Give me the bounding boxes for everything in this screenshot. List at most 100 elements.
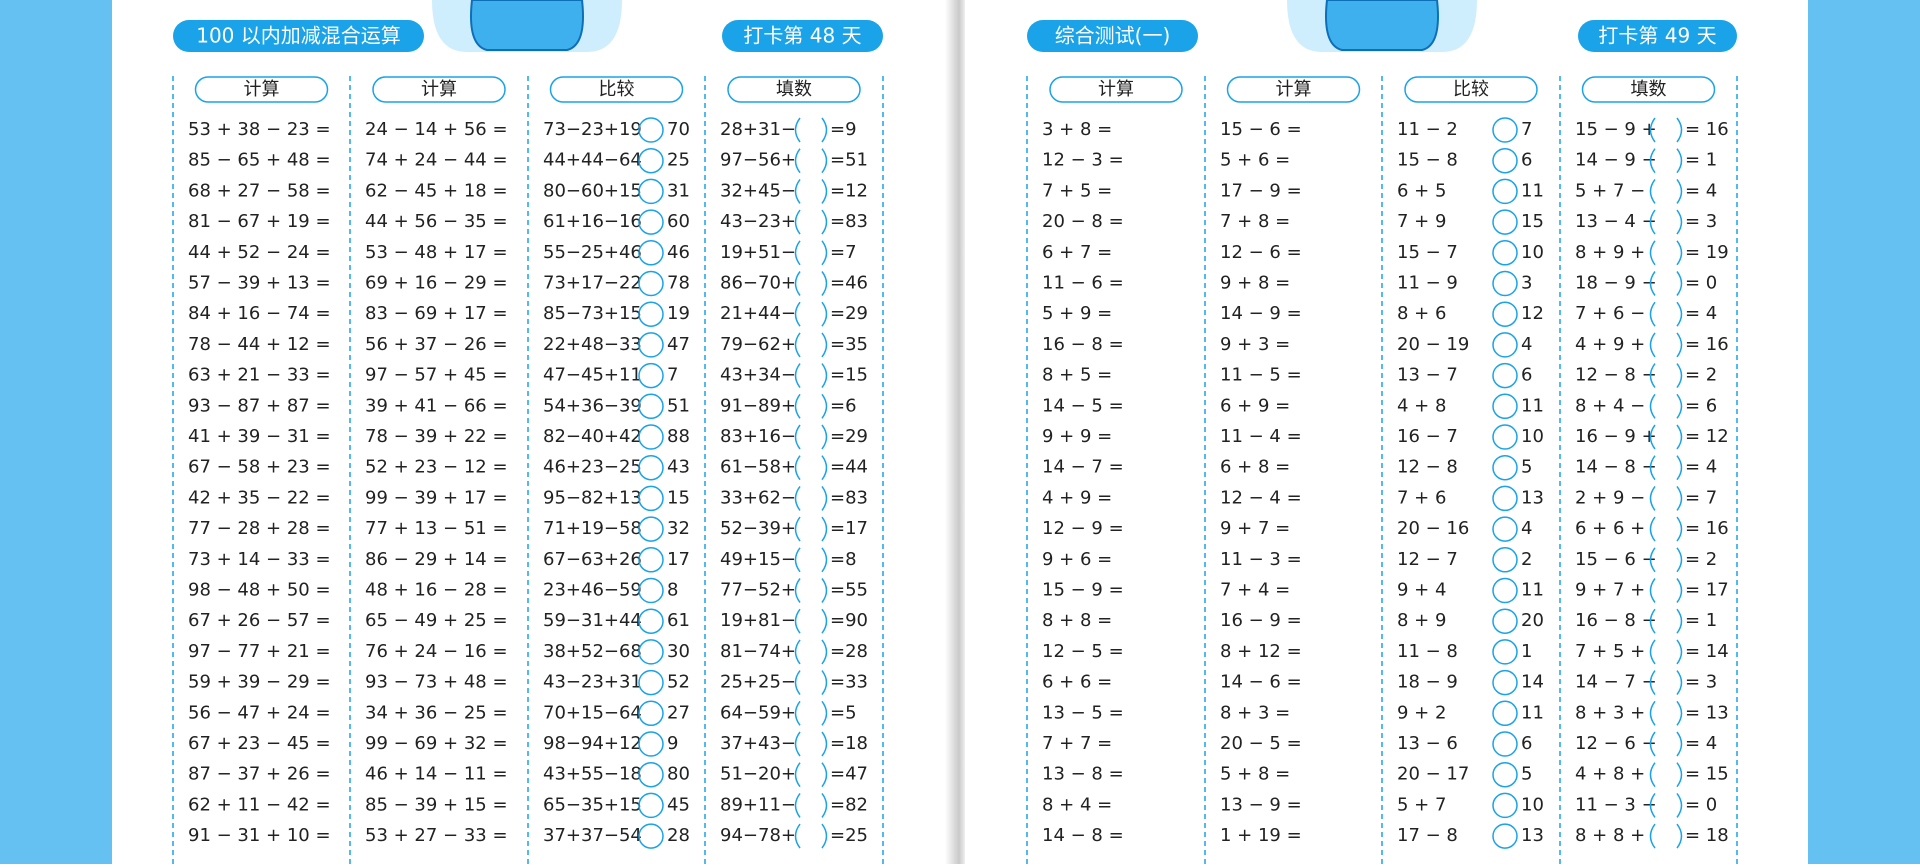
problem: 11 − 6 = bbox=[1042, 273, 1124, 294]
column-heading: 填数 bbox=[1631, 79, 1667, 100]
compare-right: 32 bbox=[667, 518, 690, 539]
column-heading-pill bbox=[1404, 76, 1538, 103]
column-heading: 计算 bbox=[1098, 79, 1134, 100]
fill-right: =29 bbox=[830, 426, 868, 447]
compare-right: 13 bbox=[1521, 825, 1544, 846]
answer-circle bbox=[638, 516, 664, 542]
problem: 6 + 6 = bbox=[1042, 672, 1112, 693]
paren bbox=[794, 792, 801, 818]
answer-circle bbox=[638, 731, 664, 757]
compare-left: 6 + 5 bbox=[1397, 180, 1446, 201]
compare-left: 11 − 2 bbox=[1397, 119, 1458, 140]
answer-circle bbox=[1492, 454, 1518, 481]
fill-left: 16 − 8 − bbox=[1575, 610, 1657, 631]
compare-right: 10 bbox=[1521, 426, 1544, 447]
answer-circle bbox=[638, 669, 664, 696]
answer-circle bbox=[1492, 117, 1518, 143]
header-pill bbox=[173, 20, 424, 52]
fill-left: 51−20+ bbox=[720, 764, 796, 785]
fill-right: =51 bbox=[830, 150, 868, 171]
problem: 8 + 8 = bbox=[1042, 610, 1112, 631]
fill-right: = 12 bbox=[1685, 426, 1729, 447]
paren bbox=[1649, 731, 1656, 757]
answer-circle bbox=[638, 209, 664, 235]
problem: 9 + 9 = bbox=[1042, 426, 1112, 447]
paren bbox=[794, 639, 801, 665]
compare-right: 2 bbox=[1521, 549, 1532, 570]
problem: 83 − 69 + 17 = bbox=[365, 303, 508, 324]
answer-circle bbox=[1492, 792, 1518, 819]
compare-right: 5 bbox=[1521, 764, 1532, 785]
fill-left: 15 − 9 + bbox=[1575, 119, 1657, 140]
paren bbox=[1649, 393, 1656, 419]
problem: 56 + 37 − 26 = bbox=[365, 334, 508, 355]
fill-left: 61−58+ bbox=[720, 457, 796, 478]
paren bbox=[1676, 485, 1683, 511]
header-pill bbox=[722, 20, 883, 52]
paren bbox=[794, 301, 801, 327]
fill-right: =25 bbox=[830, 825, 868, 846]
compare-left: 38+52−68 bbox=[543, 641, 642, 662]
compare-right: 6 bbox=[1521, 365, 1532, 386]
fill-left: 64−59+ bbox=[720, 702, 796, 723]
problem: 67 − 58 + 23 = bbox=[188, 457, 331, 478]
paren bbox=[821, 670, 828, 696]
paren bbox=[1676, 363, 1683, 389]
paren bbox=[1676, 178, 1683, 204]
column-heading: 计算 bbox=[1276, 79, 1312, 100]
paren bbox=[821, 209, 828, 235]
fill-right: = 4 bbox=[1685, 733, 1717, 754]
fill-left: 5 + 7 − bbox=[1575, 180, 1645, 201]
fill-right: = 6 bbox=[1685, 395, 1717, 416]
fill-right: = 4 bbox=[1685, 303, 1717, 324]
problem: 13 − 9 = bbox=[1220, 794, 1302, 815]
answer-circle bbox=[638, 700, 664, 727]
problem: 12 − 9 = bbox=[1042, 518, 1124, 539]
problem: 53 − 48 + 17 = bbox=[365, 242, 508, 263]
fill-left: 12 − 8 − bbox=[1575, 365, 1657, 386]
problem: 16 − 9 = bbox=[1220, 610, 1302, 631]
problem: 5 + 6 = bbox=[1220, 150, 1290, 171]
problem: 65 − 49 + 25 = bbox=[365, 610, 508, 631]
paren bbox=[1649, 547, 1656, 573]
paren bbox=[1676, 792, 1683, 818]
compare-left: 61+16−16 bbox=[543, 211, 642, 232]
paren bbox=[1676, 608, 1683, 634]
paren bbox=[821, 516, 828, 542]
paren bbox=[1676, 762, 1683, 788]
compare-right: 12 bbox=[1521, 303, 1544, 324]
problem: 46 + 14 − 11 = bbox=[365, 764, 508, 785]
problem: 53 + 38 − 23 = bbox=[188, 119, 331, 140]
paren bbox=[1649, 792, 1656, 818]
paren bbox=[1676, 301, 1683, 327]
header-pill bbox=[1578, 20, 1737, 52]
answer-circle bbox=[1492, 761, 1518, 788]
problem: 97 − 77 + 21 = bbox=[188, 641, 331, 662]
fill-left: 25+25− bbox=[720, 672, 796, 693]
fill-left: 9 + 7 + bbox=[1575, 580, 1645, 601]
fill-right: =55 bbox=[830, 580, 868, 601]
answer-circle bbox=[1492, 393, 1518, 420]
problem: 9 + 8 = bbox=[1220, 273, 1290, 294]
fill-left: 15 − 6 − bbox=[1575, 549, 1657, 570]
compare-right: 78 bbox=[667, 273, 690, 294]
answer-circle bbox=[1492, 700, 1518, 727]
compare-left: 8 + 6 bbox=[1397, 303, 1446, 324]
paren bbox=[1676, 393, 1683, 419]
paren bbox=[1649, 823, 1656, 849]
fill-left: 37+43− bbox=[720, 733, 796, 754]
problem: 11 − 5 = bbox=[1220, 365, 1302, 386]
header-title: 综合测试(一) bbox=[1055, 24, 1171, 48]
problem: 93 − 87 + 87 = bbox=[188, 395, 331, 416]
fill-left: 11 − 3 − bbox=[1575, 794, 1657, 815]
answer-circle bbox=[638, 761, 664, 788]
paren bbox=[794, 271, 801, 296]
problem: 85 − 39 + 15 = bbox=[365, 794, 508, 815]
compare-right: 1 bbox=[1521, 641, 1532, 662]
compare-left: 4 + 8 bbox=[1397, 395, 1446, 416]
compare-right: 27 bbox=[667, 702, 690, 723]
compare-left: 12 − 8 bbox=[1397, 457, 1458, 478]
problem: 6 + 8 = bbox=[1220, 457, 1290, 478]
fill-right: =83 bbox=[830, 487, 868, 508]
answer-circle bbox=[638, 178, 664, 205]
